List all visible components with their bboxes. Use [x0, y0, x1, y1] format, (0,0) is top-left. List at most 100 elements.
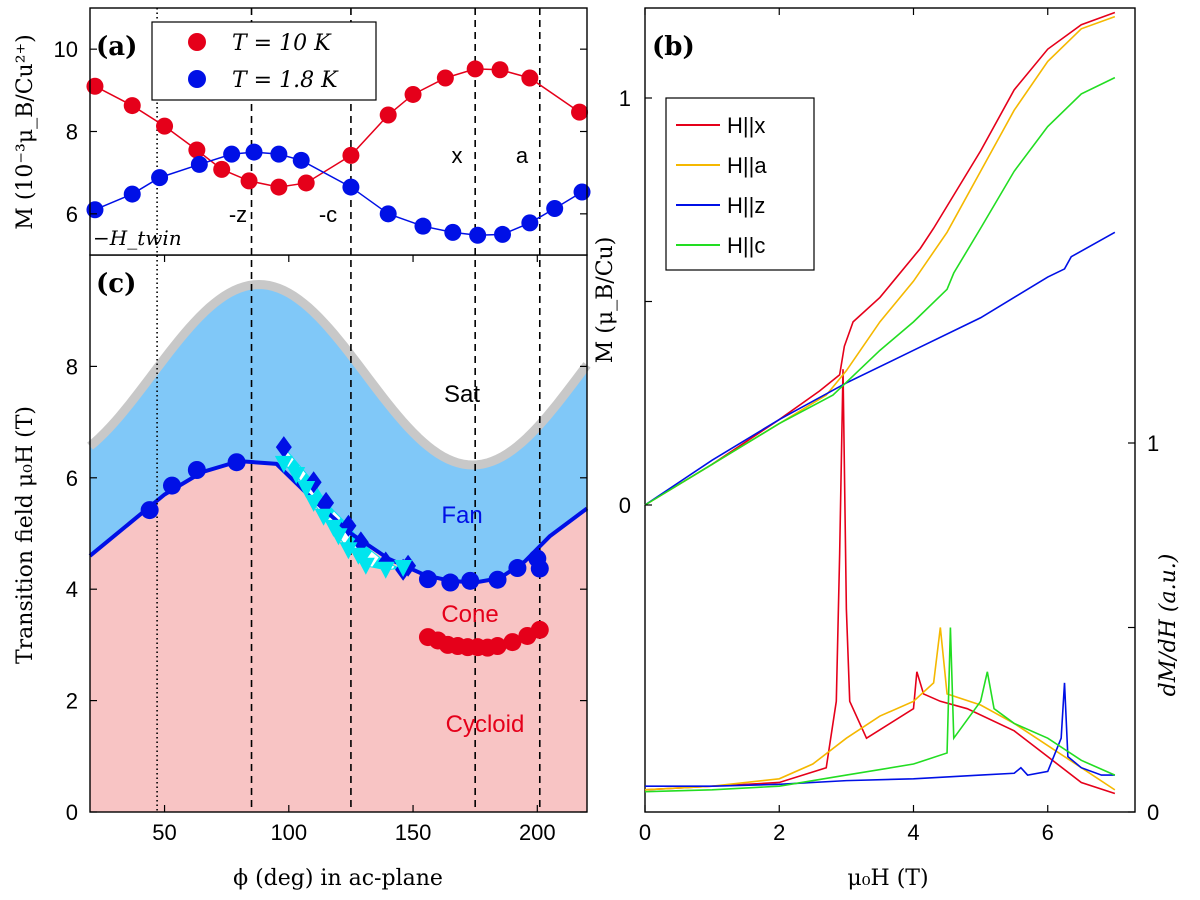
a-marker-blue-12	[469, 226, 487, 244]
legend-a-marker-blue	[188, 70, 206, 88]
annot-x: x	[452, 143, 463, 168]
b-xtick-label-2: 4	[907, 820, 919, 845]
fan-marker-1	[163, 476, 182, 495]
a-marker-red-14	[521, 69, 539, 87]
triangle-marker-8	[349, 547, 368, 565]
panel-c-ylabel: Transition field μ₀H (T)	[13, 406, 38, 664]
cone-marker-8	[503, 633, 522, 652]
a-marker-red-4	[213, 160, 231, 178]
a-fit-red	[94, 68, 580, 188]
c-xtick-label-2: 150	[395, 820, 432, 845]
panel-a-ylabel: M (10⁻³μ_B/Cu²⁺)	[13, 34, 38, 229]
a-marker-red-13	[491, 61, 509, 79]
legend-b-entry-2: H||z	[727, 193, 765, 218]
b-xtick-label-0: 0	[639, 820, 651, 845]
triangle-marker-1	[287, 467, 306, 485]
a-marker-blue-10	[414, 217, 432, 235]
a-marker-blue-11	[444, 223, 462, 241]
fan-marker-4	[418, 570, 437, 589]
a-marker-red-10	[404, 85, 422, 103]
a-marker-blue-5	[245, 143, 263, 161]
diamond-marker-2	[318, 491, 335, 514]
a-marker-blue-16	[573, 183, 591, 201]
a-marker-blue-8	[342, 178, 360, 196]
a-ytick-label-2: 10	[54, 37, 78, 62]
a-marker-blue-3	[190, 155, 208, 173]
a-marker-red-12	[466, 60, 484, 78]
legend-b-entry-1: H||a	[727, 153, 767, 178]
triangle-marker-0	[274, 455, 293, 473]
c-xtick-label-3: 200	[519, 820, 556, 845]
triangle-marker-7	[339, 542, 358, 560]
b-xtick-label-1: 2	[773, 820, 785, 845]
panel-a-label: (a)	[96, 32, 137, 62]
b-right-ytick-label-0: 0	[1147, 800, 1159, 825]
diamond-marker-0	[275, 436, 292, 459]
b-M-green	[644, 76, 1116, 506]
annot-minus-z: -z	[229, 202, 247, 227]
region-label-cycloid: Cycloid	[446, 711, 525, 738]
b-right-ytick-label-1: 1	[1147, 431, 1159, 456]
b-M-blue	[644, 231, 1116, 506]
a-marker-red-6	[270, 178, 288, 196]
c-ytick-label-4: 8	[66, 354, 78, 379]
b-left-ytick-label-1: 1	[619, 86, 631, 111]
region-label-fan: Fan	[441, 502, 482, 529]
panel-c: 50 100 150 200 0 2 4 6 8	[66, 8, 591, 845]
fan-marker-3	[227, 453, 246, 472]
above-sat-region	[90, 255, 587, 465]
a-marker-blue-7	[292, 151, 310, 169]
a-marker-blue-13	[494, 225, 512, 243]
sat-curve	[87, 280, 591, 470]
a-marker-red-2	[156, 117, 174, 135]
a-marker-red-3	[188, 141, 206, 159]
a-ytick-label-1: 8	[66, 120, 78, 145]
legend-b-entry-3: H||c	[727, 233, 765, 258]
a-marker-red-8	[342, 146, 360, 164]
c-xtick-label-0: 50	[152, 820, 176, 845]
region-label-sat: Sat	[444, 381, 480, 408]
legend-a-box	[151, 21, 377, 101]
triangle-marker-10	[376, 561, 395, 579]
c-ytick-label-0: 0	[66, 800, 78, 825]
fan-marker-6	[461, 571, 480, 590]
legend-a-entry-1: T = 1.8 K	[232, 68, 339, 93]
cone-marker-7	[488, 637, 507, 656]
a-marker-blue-1	[123, 185, 141, 203]
legend-a: T = 10 K T = 1.8 K	[151, 21, 377, 101]
panel-b-xlabel: μ₀H (T)	[847, 866, 928, 891]
triangle-marker-4	[314, 508, 333, 526]
a-marker-red-1	[123, 97, 141, 115]
a-marker-blue-2	[151, 169, 169, 187]
panel-c-xlabel: ϕ (deg) in ac-plane	[233, 866, 443, 891]
a-marker-blue-4	[223, 145, 241, 163]
b-left-ytick-label-0: 0	[619, 493, 631, 518]
fan-marker-8	[508, 559, 527, 578]
b-dMdH-red	[644, 369, 1116, 795]
a-marker-red-11	[436, 69, 454, 87]
triangle-marker-9	[356, 557, 375, 575]
triangle-marker-6	[329, 528, 348, 546]
legend-a-marker-red	[188, 33, 206, 51]
b-dMdH-orange	[644, 627, 1116, 791]
c-ytick-label-3: 6	[66, 466, 78, 491]
triangle-marker-2	[297, 480, 316, 498]
fan-region	[90, 284, 587, 583]
panel-b-label: (b)	[652, 32, 695, 62]
a-marker-red-7	[297, 174, 315, 192]
fan-marker-0	[140, 501, 159, 520]
a-marker-red-9	[379, 106, 397, 124]
a-marker-blue-6	[270, 145, 288, 163]
triangle-marker-11	[394, 560, 413, 578]
a-marker-red-15	[571, 103, 589, 121]
legend-a-entry-0: T = 10 K	[232, 31, 332, 56]
annot-a: a	[516, 143, 529, 168]
a-marker-red-0	[86, 77, 104, 95]
a-marker-blue-0	[86, 201, 104, 219]
c-ytick-label-1: 2	[66, 689, 78, 714]
fan-marker-7	[488, 570, 507, 589]
a-marker-red-5	[240, 172, 258, 190]
b-dMdH-blue	[645, 682, 1115, 787]
cone-marker-10	[530, 620, 549, 639]
c-ytick-label-2: 4	[66, 577, 78, 602]
